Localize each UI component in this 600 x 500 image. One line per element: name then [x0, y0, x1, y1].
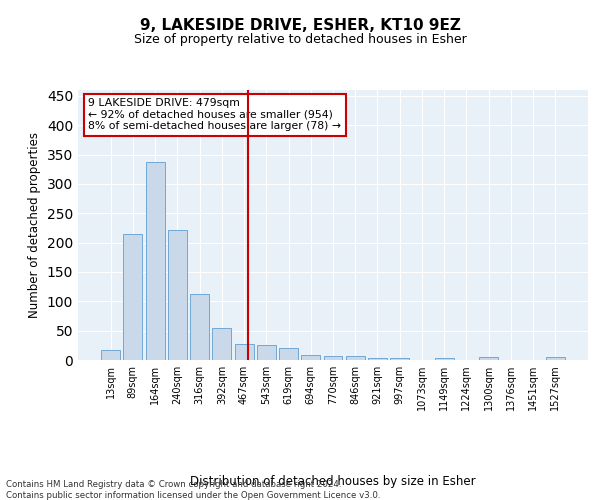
- Bar: [479, 357, 498, 360]
- Text: Contains HM Land Registry data © Crown copyright and database right 2024.
Contai: Contains HM Land Registry data © Crown c…: [6, 480, 380, 500]
- Bar: [168, 230, 187, 360]
- Bar: [101, 350, 120, 360]
- Text: 9 LAKESIDE DRIVE: 479sqm
← 92% of detached houses are smaller (954)
8% of semi-d: 9 LAKESIDE DRIVE: 479sqm ← 92% of detach…: [88, 98, 341, 132]
- Bar: [301, 354, 320, 360]
- Bar: [124, 234, 142, 360]
- Bar: [235, 344, 254, 360]
- Bar: [546, 357, 565, 360]
- Bar: [146, 162, 164, 360]
- Text: Size of property relative to detached houses in Esher: Size of property relative to detached ho…: [134, 32, 466, 46]
- Bar: [257, 346, 276, 360]
- Bar: [368, 358, 387, 360]
- Bar: [346, 356, 365, 360]
- Bar: [390, 358, 409, 360]
- Bar: [435, 358, 454, 360]
- Y-axis label: Number of detached properties: Number of detached properties: [28, 132, 41, 318]
- Bar: [323, 356, 343, 360]
- Bar: [279, 348, 298, 360]
- Bar: [212, 328, 231, 360]
- Text: Distribution of detached houses by size in Esher: Distribution of detached houses by size …: [190, 474, 476, 488]
- Bar: [190, 294, 209, 360]
- Text: 9, LAKESIDE DRIVE, ESHER, KT10 9EZ: 9, LAKESIDE DRIVE, ESHER, KT10 9EZ: [140, 18, 460, 32]
